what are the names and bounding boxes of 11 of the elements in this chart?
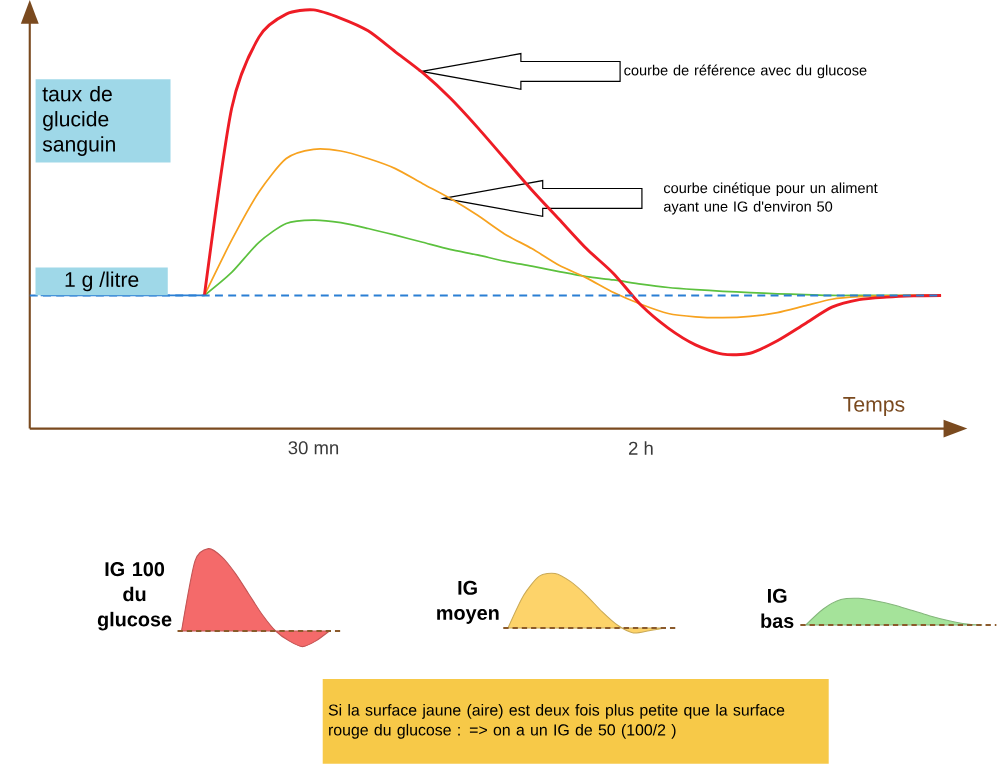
ref-line-label: 1 g /litre [65,271,139,292]
chart-title: IG bas [761,588,794,629]
x-tick-label: 2 h [628,441,653,455]
annotation: courbe cinétique pour un aliment ayant une IG d'environ 50 [663,182,878,215]
text: IG 100 du glucose [97,562,172,631]
x-axis-title: Temps [843,397,905,417]
annotation: courbe de référence avec du glucose [624,64,867,79]
x-tick-label: 30 mn [288,441,339,455]
y-axis-title: taux de glucide sanguin [42,85,115,156]
text: Si la surface jaune (aire) est deux fois plus petite que la surface rouge du glucose : => on a un IG de 50 (100/2 ) [328,704,785,739]
text: IG moyen [437,580,499,624]
